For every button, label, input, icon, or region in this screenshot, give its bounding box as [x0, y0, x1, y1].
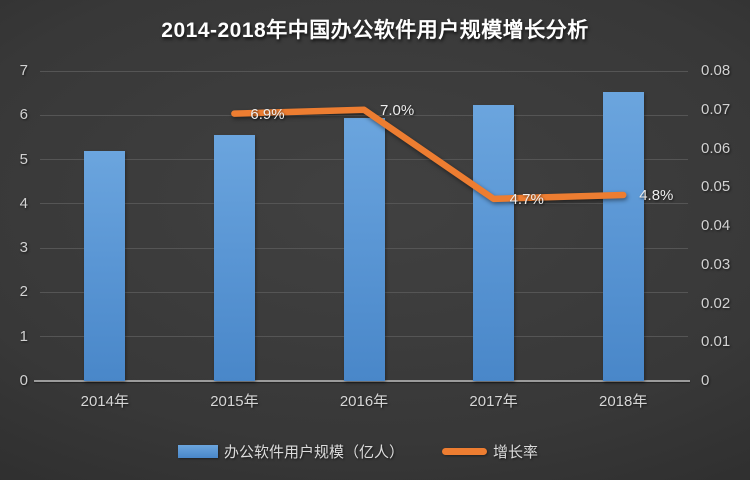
x-axis-label: 2015年	[210, 393, 259, 410]
x-axis-label: 2018年	[599, 393, 648, 410]
bar-2017年	[473, 105, 515, 381]
legend-label-bar-series: 办公软件用户规模（亿人）	[224, 443, 405, 461]
y-axis-left-tick: 7	[19, 62, 28, 79]
bar-2014年	[84, 150, 126, 381]
chart-title: 2014-2018年中国办公软件用户规模增长分析	[161, 19, 589, 42]
legend: 办公软件用户规模（亿人） 增长率	[178, 441, 538, 461]
y-axis-left-tick: 4	[19, 194, 28, 212]
bar-2016年	[343, 117, 385, 381]
bar-2015年	[213, 134, 255, 381]
y-axis-left-tick: 0	[19, 372, 28, 389]
y-axis-left-tick: 2	[19, 283, 28, 301]
y-axis-right-tick: 0.01	[701, 333, 731, 351]
data-label: 4.8%	[639, 187, 674, 204]
gridline	[40, 114, 688, 116]
y-axis-right-tick: 0.08	[701, 62, 731, 79]
y-axis-left-tick: 1	[19, 327, 28, 345]
bar-series-swatch-icon	[178, 444, 218, 458]
y-axis-left-tick: 5	[19, 150, 28, 168]
y-axis-right-tick: 0.06	[701, 139, 731, 157]
y-axis-right-tick: 0.02	[701, 294, 731, 312]
legend-label-line-series: 增长率	[493, 443, 539, 461]
y-axis-right-tick: 0.05	[701, 178, 731, 196]
x-axis-line	[34, 380, 690, 382]
data-label: 6.9%	[250, 105, 285, 123]
y-axis-left-tick: 3	[19, 239, 28, 257]
y-axis-right-tick: 0	[701, 372, 710, 389]
gridline	[40, 70, 688, 72]
line-series-swatch-icon	[442, 447, 488, 455]
y-axis-right-tick: 0.07	[701, 100, 731, 118]
x-axis-label: 2017年	[469, 393, 518, 410]
data-label: 4.7%	[509, 190, 544, 208]
y-axis-right-tick: 0.03	[701, 255, 731, 273]
x-axis-label: 2014年	[80, 393, 129, 410]
data-label: 7.0%	[380, 101, 415, 119]
y-axis-right-tick: 0.04	[701, 217, 731, 234]
y-axis-left-tick: 6	[19, 106, 28, 124]
x-axis-label: 2016年	[339, 393, 389, 410]
bar-2018年	[602, 91, 644, 381]
